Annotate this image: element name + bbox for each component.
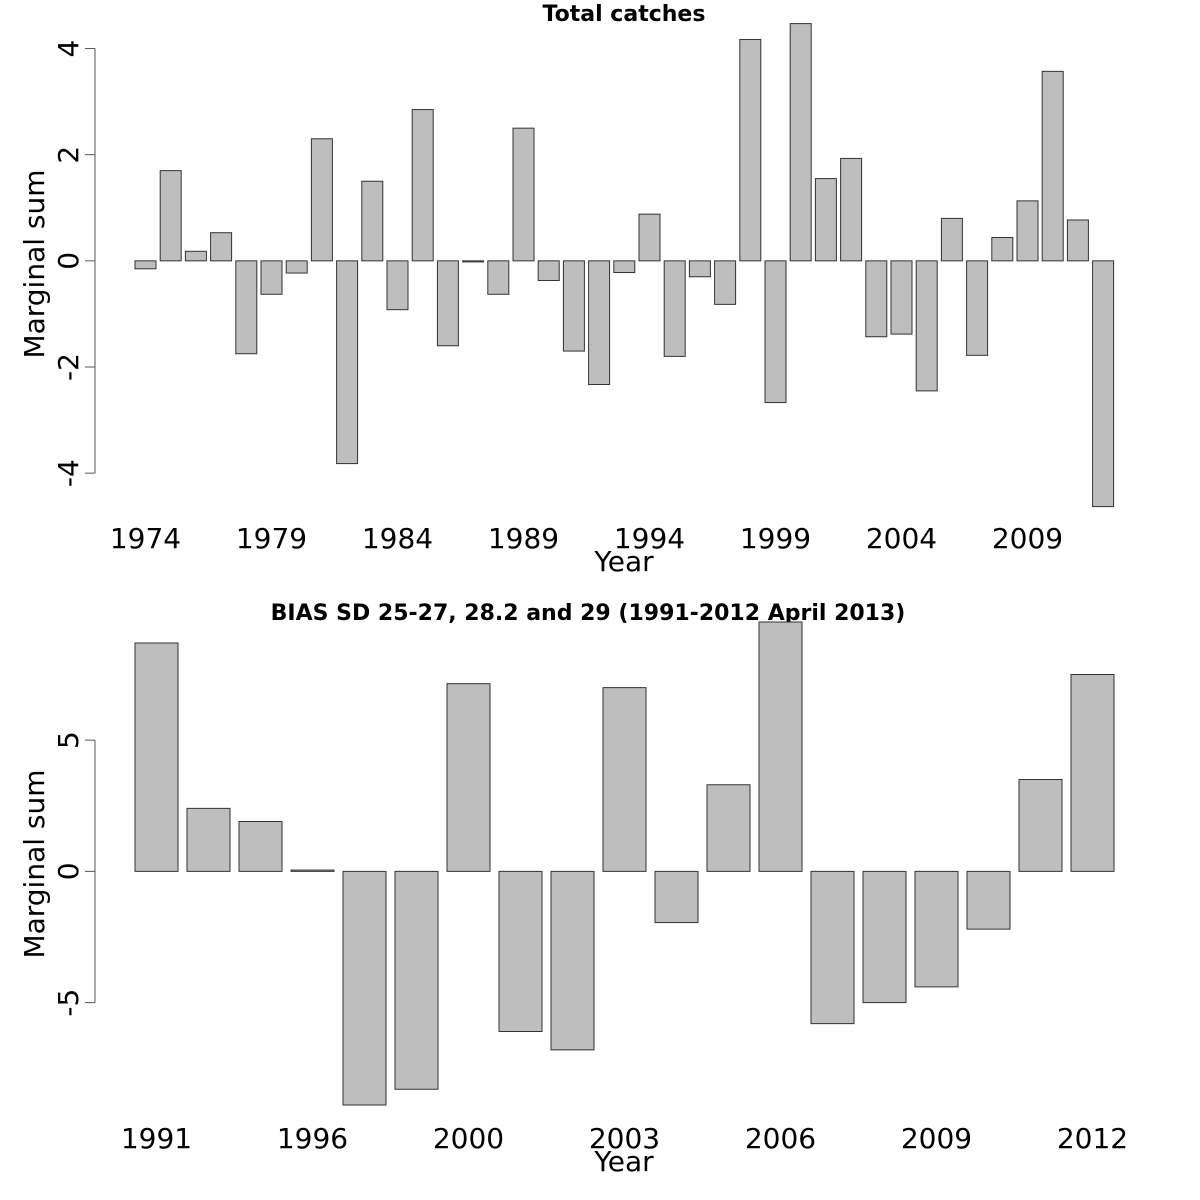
bar-2003 [865, 260, 888, 338]
y-tick-label: -2 [52, 353, 85, 381]
chart-title: Total catches [543, 2, 706, 27]
bar-1977 [210, 232, 233, 262]
bar-2009 [1016, 200, 1039, 262]
bar-1991 [562, 260, 585, 352]
bar-2008 [991, 236, 1014, 262]
bar-2009 [914, 870, 959, 988]
bar-2006 [940, 217, 963, 262]
bar-1992 [588, 260, 611, 386]
y-tick-label: 5 [52, 731, 85, 749]
bar-1988 [487, 260, 510, 295]
bar-2004 [654, 870, 699, 924]
bar-2007 [966, 260, 989, 356]
x-tick-label: 1991 [121, 1122, 192, 1155]
bar-2011 [1018, 779, 1063, 872]
bar-1983 [361, 180, 384, 262]
bar-1986 [436, 260, 459, 347]
bar-2000 [446, 683, 491, 872]
bar-2000 [789, 23, 812, 262]
bar-2012 [1070, 674, 1115, 872]
bar-1989 [512, 127, 535, 262]
x-tick-label: 1984 [362, 522, 433, 555]
x-tick-label: 2004 [866, 522, 937, 555]
y-tick-label: 0 [52, 862, 85, 880]
bar-1984 [386, 260, 409, 311]
bar-1997 [714, 260, 737, 305]
y-tick-label: 2 [52, 146, 85, 164]
bar-2001 [498, 870, 543, 1032]
x-tick-label: 2000 [433, 1122, 504, 1155]
y-tick-label: -5 [52, 989, 85, 1017]
bar-2007 [810, 870, 855, 1025]
bar-1993 [186, 807, 231, 872]
x-tick-label: 2003 [589, 1122, 660, 1155]
bar-1994 [638, 213, 661, 262]
bar-2005 [915, 260, 938, 392]
x-tick-label: 2009 [901, 1122, 972, 1155]
bar-2010 [1041, 70, 1064, 262]
x-tick-label: 1974 [110, 522, 181, 555]
x-tick-labels: 1974 1979 1984 1989 1994 1999 2004 2009 [110, 522, 1063, 555]
bar-2005 [706, 784, 751, 872]
bar-2002 [840, 157, 863, 262]
bar-2004 [890, 260, 913, 335]
bars-group [134, 23, 1115, 508]
chart-title: BIAS SD 25-27, 28.2 and 29 (1991-2012 Ap… [271, 601, 906, 626]
bar-1985 [411, 109, 434, 262]
x-tick-label: 1989 [488, 522, 559, 555]
x-tick-labels: 1991 1996 2000 2003 2006 2009 2012 [121, 1122, 1128, 1155]
bar-1975 [159, 170, 182, 262]
bar-1993 [613, 260, 636, 274]
bar-2012 [1092, 260, 1115, 508]
bar-1982 [336, 260, 359, 465]
bar-2001 [814, 178, 837, 262]
y-tick-label: -4 [52, 459, 85, 487]
x-axis-label: Year [593, 545, 654, 578]
x-tick-label: 1994 [614, 522, 685, 555]
bar-1978 [235, 260, 258, 355]
bar-1979 [260, 260, 283, 295]
y-axis-label: Marginal sum [18, 769, 51, 958]
x-tick-label: 2009 [992, 522, 1063, 555]
y-axis-label: Marginal sum [18, 169, 51, 358]
bar-1991 [134, 642, 179, 872]
bar-2006 [758, 621, 803, 872]
bar-2002 [550, 870, 595, 1051]
bar-1998 [739, 39, 762, 262]
bar-1974 [134, 260, 157, 270]
bar-1996 [290, 869, 335, 872]
bar-2011 [1066, 219, 1089, 262]
total-catches-panel: Total catches Marginal sum Year -4-2024 … [18, 2, 1115, 578]
bar-1995 [238, 821, 283, 872]
bar-1976 [184, 250, 207, 262]
bar-1990 [537, 260, 560, 281]
x-tick-label: 2006 [745, 1122, 816, 1155]
bar-1999 [394, 870, 439, 1090]
bar-1999 [764, 260, 787, 404]
y-axis: -4 -2 0 2 4 [52, 40, 96, 487]
bar-1997 [342, 870, 387, 1106]
x-tick-label: 1979 [236, 522, 307, 555]
bar-1980 [285, 260, 308, 274]
x-tick-label: 1996 [277, 1122, 348, 1155]
y-axis: -5 0 5 [52, 731, 96, 1017]
bar-2008 [862, 870, 907, 1004]
bar-2010 [966, 870, 1011, 930]
y-tick-label: 0 [52, 252, 85, 270]
bar-1981 [310, 138, 333, 262]
x-tick-label: 1999 [740, 522, 811, 555]
bar-2003 [602, 687, 647, 872]
bar-1987 [462, 260, 485, 263]
bar-1996 [688, 260, 711, 278]
x-tick-label: 2012 [1057, 1122, 1128, 1155]
bars-group [134, 621, 1115, 1106]
bias-panel: BIAS SD 25-27, 28.2 and 29 (1991-2012 Ap… [18, 601, 1128, 1178]
bar-1995 [663, 260, 686, 357]
y-tick-label: 4 [52, 40, 85, 58]
x-axis-label: Year [593, 1145, 654, 1178]
